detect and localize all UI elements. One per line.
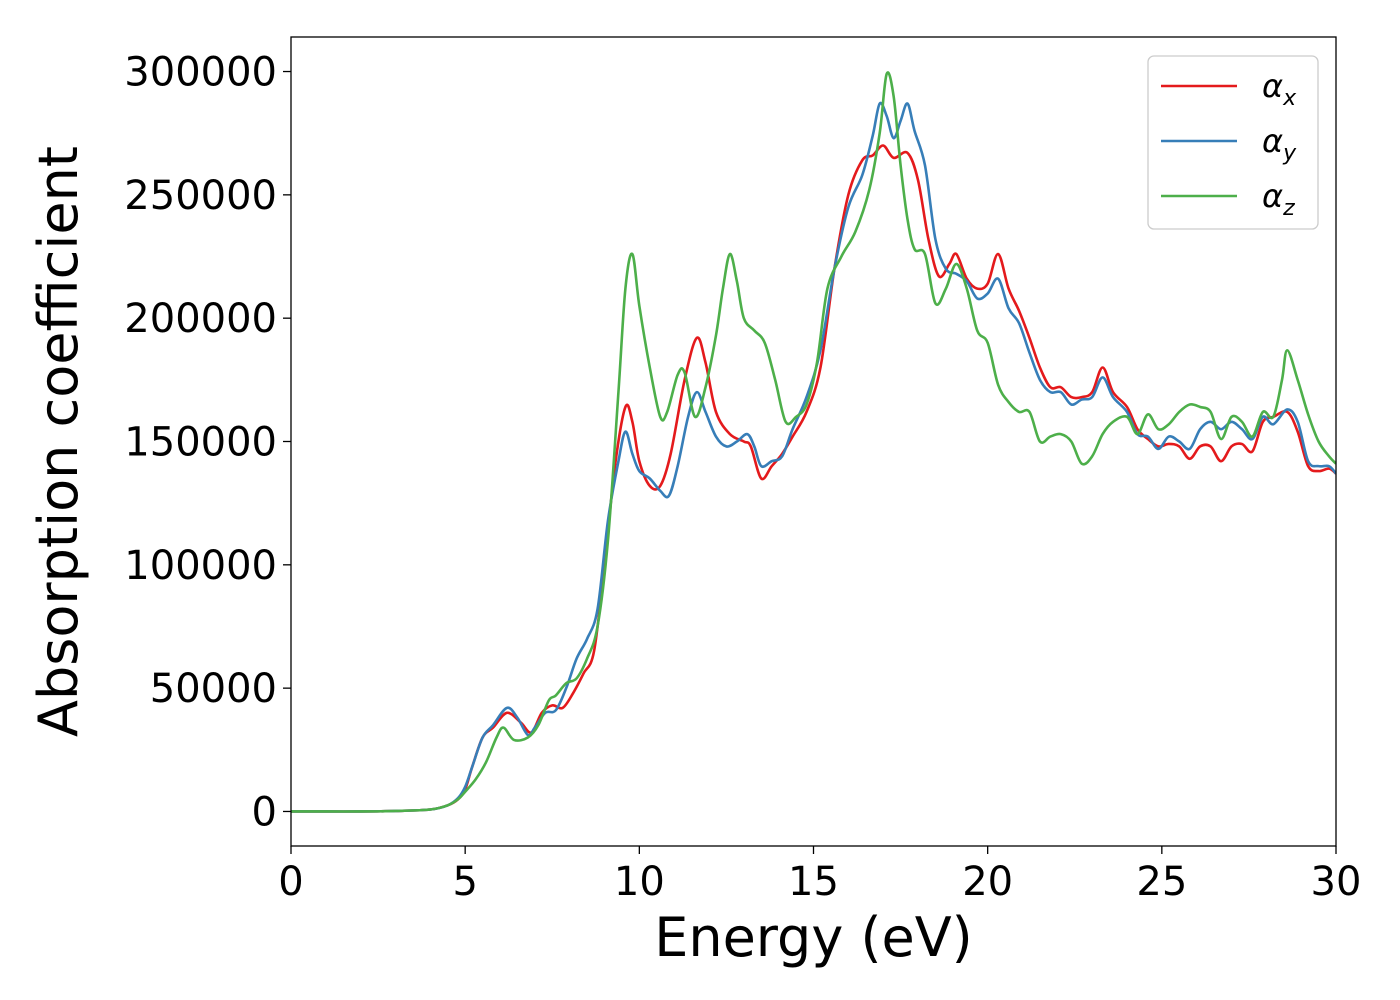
legend-box — [1147, 55, 1319, 230]
x-axis: 0 5 10 15 20 25 30 — [278, 846, 1361, 905]
x-tick-label: 25 — [1136, 859, 1187, 905]
y-tick-label: 0 — [252, 789, 277, 835]
x-tick-label: 5 — [452, 859, 477, 905]
legend: αx αy αz — [1147, 55, 1319, 230]
y-axis-label: Absorption coefficient — [27, 146, 90, 737]
legend-label-z: αz — [1262, 177, 1295, 221]
x-tick-label: 15 — [788, 859, 839, 905]
y-tick-label: 250000 — [124, 173, 277, 219]
y-axis: 0 50000 100000 150000 200000 250000 300000 — [124, 50, 291, 835]
legend-label-y: αy — [1262, 122, 1297, 166]
series-line-z — [291, 71, 1336, 813]
y-tick-label: 150000 — [124, 420, 277, 466]
x-tick-label: 10 — [614, 859, 665, 905]
y-tick-label: 200000 — [124, 296, 277, 342]
y-tick-label: 300000 — [124, 50, 277, 96]
x-tick-label: 20 — [962, 859, 1013, 905]
x-tick-label: 0 — [278, 859, 303, 905]
y-tick-label: 50000 — [150, 666, 277, 712]
legend-label-x: αx — [1262, 67, 1297, 111]
series-layer — [291, 71, 1336, 813]
x-tick-label: 30 — [1311, 859, 1362, 905]
y-tick-label: 100000 — [124, 543, 277, 589]
series-line-x — [291, 144, 1336, 813]
x-axis-label: Energy (eV) — [654, 906, 973, 969]
series-line-y — [291, 101, 1336, 813]
